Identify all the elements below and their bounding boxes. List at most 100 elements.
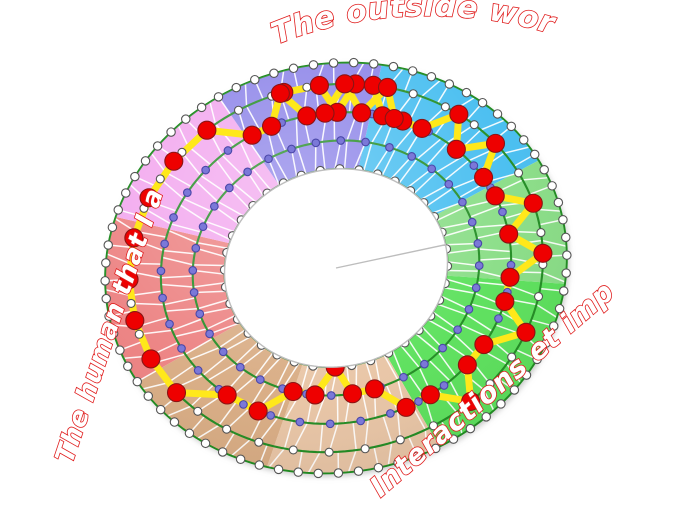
node-ring2 [266,411,276,420]
node-rim [444,79,455,89]
node-rim [461,87,472,98]
marked-node [384,108,404,129]
node-ring1 [324,447,334,457]
node-rim [293,467,304,477]
node-ring3 [287,144,296,154]
marked-node [270,83,290,103]
marked-node [377,77,398,98]
node-rim [104,311,114,321]
node-rim [308,60,319,70]
node-ring3 [243,167,252,177]
marked-node [197,120,217,140]
node-ring1 [395,435,405,445]
node-rim [181,114,191,124]
node-rim [561,268,571,278]
node-ring3 [198,222,208,231]
node-ring3 [311,138,321,148]
node-ring3 [361,137,370,147]
marked-node [352,103,372,123]
node-ring3 [225,183,234,193]
node-rim [393,457,403,468]
node-ring1 [233,105,244,115]
node-rim [269,68,279,79]
node-rim [155,404,166,415]
marked-node [125,311,145,331]
node-rim [152,141,163,151]
marked-node [139,188,159,208]
node-ring3 [235,362,245,372]
node-rim [121,188,131,198]
node-rim [388,61,399,72]
node-rim [518,135,529,145]
node-rim [184,428,195,439]
node-ring3 [326,391,336,400]
node-rim [123,361,133,372]
marked-node [412,118,432,138]
node-rim [140,156,151,166]
network-nodes [100,57,572,479]
marked-node [166,383,187,403]
node-ring2 [169,213,178,222]
node-ring1 [428,421,439,431]
node-rim [532,354,542,365]
marked-node [420,385,440,405]
node-ring3 [453,325,463,335]
node-rim [101,258,111,268]
node-rim [313,468,324,479]
node-ring1 [254,437,264,447]
node-ring1 [536,228,546,238]
marked-node [474,335,494,355]
node-rim [407,66,418,76]
node-ring2 [165,319,174,329]
marked-node [119,269,139,290]
node-rim [333,468,344,478]
node-rim [368,59,379,69]
marked-node [500,267,520,287]
marked-node [499,224,519,244]
node-rim [169,417,180,427]
node-rim [115,345,125,355]
node-rim [288,63,299,74]
node-ring2 [156,266,166,276]
node-rim [353,466,364,476]
node-ring2 [469,161,479,170]
node-ring3 [189,288,199,297]
node-rim [412,451,422,462]
node-rim [328,58,339,68]
node-rim [231,82,242,93]
node-ring3 [218,347,228,357]
node-rim [196,102,207,113]
marked-node [523,193,543,213]
node-ring3 [407,152,417,161]
node-ring1 [514,168,524,178]
marked-node [516,322,536,342]
node-rim [554,303,565,314]
marked-node [248,401,268,421]
marked-node [297,106,317,126]
node-ring1 [126,298,136,308]
node-rim [553,197,564,208]
marked-node [305,385,325,405]
node-rim [273,464,284,475]
node-ring3 [467,217,477,227]
node-ring1 [193,406,203,416]
node-rim [166,127,176,137]
node-ring1 [360,444,370,454]
node-rim [481,412,491,422]
node-rim [465,423,476,434]
node-rim [143,391,154,401]
marked-node [342,384,363,404]
marked-node [449,104,469,124]
node-ring3 [427,164,437,174]
marked-node [457,355,477,375]
marked-node [446,139,466,159]
node-ring2 [223,146,233,155]
marked-node [485,133,506,153]
marked-node [309,75,329,95]
node-rim [529,149,540,160]
donut-sheen [105,62,567,474]
node-rim [559,286,569,296]
marked-node [396,397,416,417]
node-ring1 [485,379,495,389]
